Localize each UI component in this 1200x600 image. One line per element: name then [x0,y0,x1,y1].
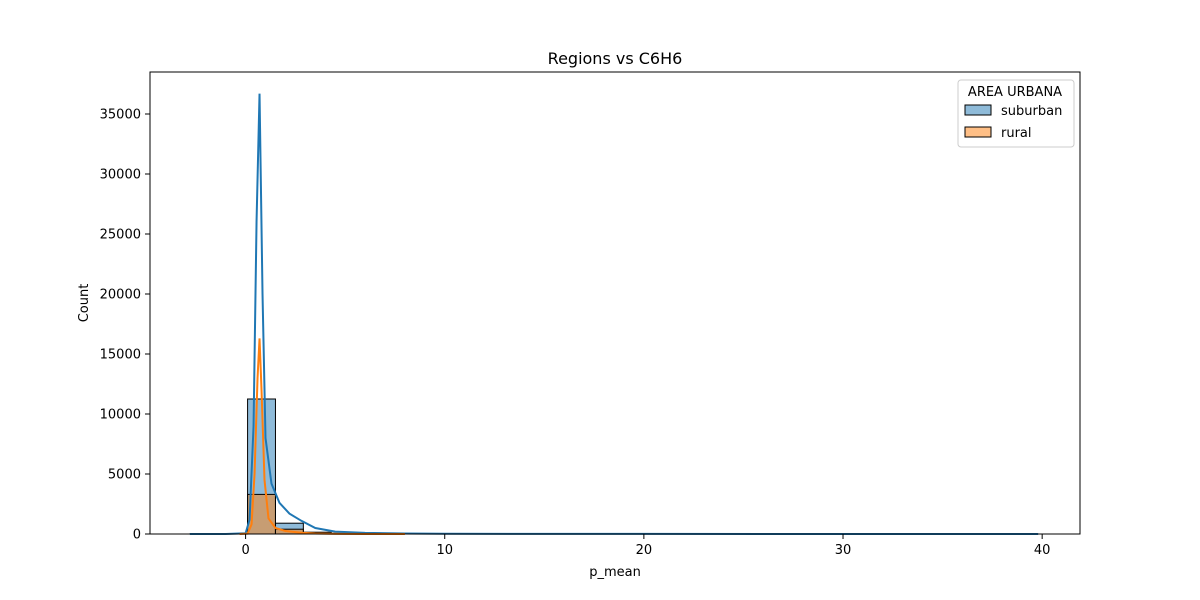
x-tick-label: 30 [835,543,852,558]
x-tick-label: 10 [436,543,453,558]
y-tick-label: 35000 [100,108,141,123]
x-tick-label: 20 [636,543,653,558]
legend-swatch-rural [964,126,992,138]
y-tick-label: 30000 [100,168,141,183]
legend-title: AREA URBANA [968,85,1062,100]
legend: AREA URBANA suburban rural [957,79,1075,148]
x-tick-label: 0 [241,543,249,558]
chart-title: Regions vs C6H6 [548,49,683,68]
x-tick-label: 40 [1034,543,1051,558]
x-axis-label: p_mean [589,565,641,580]
y-axis: 0 5000 10000 15000 20000 25000 30000 35000 [100,108,150,543]
y-axis-label: Count [77,284,92,323]
legend-label-suburban: suburban [1001,104,1062,119]
y-tick-label: 25000 [100,228,141,243]
y-tick-label: 5000 [108,468,141,483]
y-tick-label: 20000 [100,288,141,303]
plot-area [150,72,1080,534]
y-tick-label: 0 [133,528,141,543]
legend-label-rural: rural [1001,126,1032,141]
x-axis: 0 10 20 30 40 [241,534,1050,558]
legend-swatch-suburban [964,104,992,116]
plot-frame [149,71,1081,535]
y-tick-label: 10000 [100,408,141,423]
y-tick-label: 15000 [100,348,141,363]
